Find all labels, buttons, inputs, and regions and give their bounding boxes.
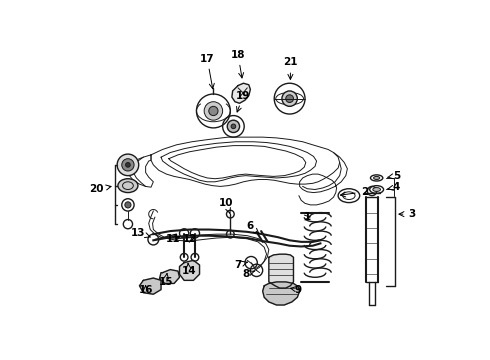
Text: 2: 2: [341, 187, 368, 197]
Polygon shape: [263, 282, 300, 305]
Circle shape: [286, 95, 294, 103]
Text: 10: 10: [219, 198, 233, 213]
Circle shape: [117, 154, 139, 176]
Text: 8: 8: [242, 269, 255, 279]
Text: 19: 19: [236, 91, 250, 112]
Polygon shape: [179, 260, 199, 280]
Text: 21: 21: [283, 58, 297, 80]
Text: 9: 9: [291, 285, 302, 294]
Ellipse shape: [373, 176, 380, 180]
Text: 12: 12: [183, 234, 197, 244]
Text: 11: 11: [166, 234, 181, 244]
Text: 3: 3: [399, 209, 416, 219]
Text: 1: 1: [304, 212, 311, 222]
Polygon shape: [159, 270, 179, 283]
Circle shape: [125, 163, 130, 167]
Text: 7: 7: [234, 260, 247, 270]
Polygon shape: [232, 83, 250, 103]
Polygon shape: [269, 254, 294, 288]
Circle shape: [231, 124, 236, 129]
Ellipse shape: [373, 188, 381, 192]
Circle shape: [282, 91, 297, 106]
Text: 15: 15: [158, 274, 173, 287]
Circle shape: [227, 120, 240, 132]
Circle shape: [204, 102, 222, 120]
Circle shape: [125, 202, 131, 208]
Text: 6: 6: [247, 221, 259, 234]
Text: 4: 4: [388, 182, 400, 192]
Circle shape: [122, 159, 134, 171]
Text: 17: 17: [200, 54, 215, 89]
Text: 16: 16: [138, 285, 153, 294]
Text: 14: 14: [181, 263, 196, 276]
Text: 13: 13: [131, 228, 150, 238]
Polygon shape: [140, 278, 161, 294]
Circle shape: [209, 106, 218, 116]
Ellipse shape: [118, 179, 138, 193]
Text: 20: 20: [89, 184, 111, 194]
Text: 5: 5: [388, 171, 400, 181]
Text: 18: 18: [231, 50, 245, 78]
